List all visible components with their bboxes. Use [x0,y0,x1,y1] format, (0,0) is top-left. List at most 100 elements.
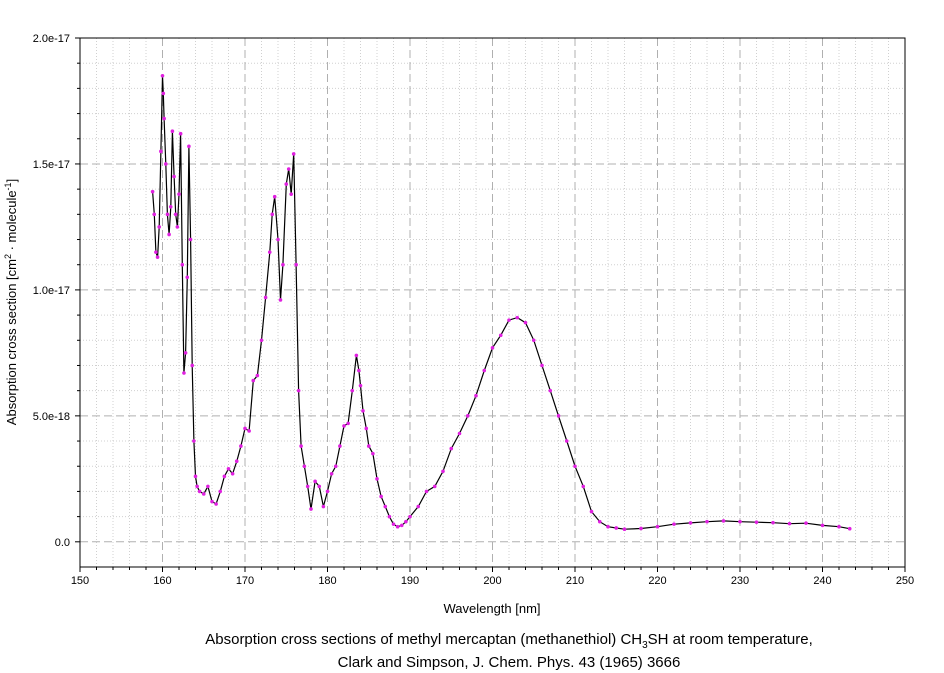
data-point [379,494,383,499]
data-point [498,333,503,338]
data-point [243,426,247,431]
data-point [556,414,561,418]
data-point [523,320,528,325]
data-point [182,371,186,375]
data-point [787,521,792,526]
data-point [210,499,214,504]
data-point [837,524,841,529]
data-point [226,466,231,471]
grid [80,37,905,567]
data-point [581,484,586,489]
data-point [540,363,544,368]
data-point [465,414,470,418]
data-point [165,212,170,217]
data-point [361,409,365,413]
data-point [206,484,210,489]
data-point [548,388,553,393]
data-point [263,295,268,300]
data-point [185,275,190,280]
data-point [383,504,388,509]
data-point [313,479,317,484]
x-tick-label: 230 [731,575,749,587]
data-point [573,464,577,469]
data-point [321,504,326,509]
data-point [251,378,256,383]
data-point [162,116,166,121]
data-point [284,182,289,186]
x-tick-label: 240 [813,575,831,587]
x-tick-label: 250 [896,575,914,587]
data-point [270,212,275,217]
data-point [302,464,307,469]
data-point [358,383,363,388]
data-point [193,474,198,479]
data-point [167,232,171,237]
data-point [404,519,408,524]
caption-line-2: Clark and Simpson, J. Chem. Phys. 43 (19… [337,654,681,671]
data-point [564,439,569,443]
x-tick-label: 210 [566,575,584,587]
data-point [354,353,359,358]
data-point [325,489,330,494]
y-axis-title: Absorption cross section [cm2 · molecule… [3,179,19,425]
data-point [457,431,462,436]
data-point [230,471,235,476]
data-point [622,527,627,532]
data-point [338,444,342,448]
data-point [272,194,277,199]
data-point [754,520,759,524]
data-point [364,426,369,431]
data-point [183,351,188,355]
data-point [688,521,693,525]
data-point [820,523,825,528]
data-point [192,439,196,443]
data-point [201,492,206,496]
x-axis: 150 160 170 180 190 200 210 220 230 240 250 [71,567,914,587]
data-point [152,212,157,217]
x-tick-label: 190 [401,575,419,587]
data-point [278,298,283,302]
data-point [170,129,175,134]
data-point [597,519,602,524]
data-point [350,388,355,393]
data-point [157,225,161,229]
data-point [161,91,166,96]
data-point [247,429,251,433]
data-point [178,131,183,136]
data-point [424,489,429,494]
data-point [416,504,421,509]
y-tick-label: 0.0 [55,537,70,549]
data-point [672,522,676,526]
data-point [441,469,445,474]
data-point [395,524,400,529]
data-point [299,444,303,448]
data-point [195,484,199,489]
data-point [391,522,396,526]
data-point [317,484,322,489]
data-point [234,459,239,464]
data-point [267,250,272,254]
x-tick-label: 220 [648,575,666,587]
y-tick-label: 2.0e-17 [33,33,70,45]
data-point [482,368,487,373]
data-point [309,507,313,511]
data-point [346,421,350,426]
data-point [329,471,334,476]
data-point [387,514,392,519]
data-series [150,73,852,532]
data-point [408,514,412,519]
data-point [164,162,168,166]
data-point [173,212,178,217]
data-point [804,521,808,525]
data-point [342,424,346,428]
data-point [771,520,775,525]
data-point [168,204,173,209]
data-point [160,73,165,78]
data-point [371,451,375,456]
data-point [197,489,202,494]
data-point [172,174,176,179]
data-point [188,237,193,242]
data-point [366,444,371,448]
data-point [187,144,191,149]
data-point [218,489,223,494]
